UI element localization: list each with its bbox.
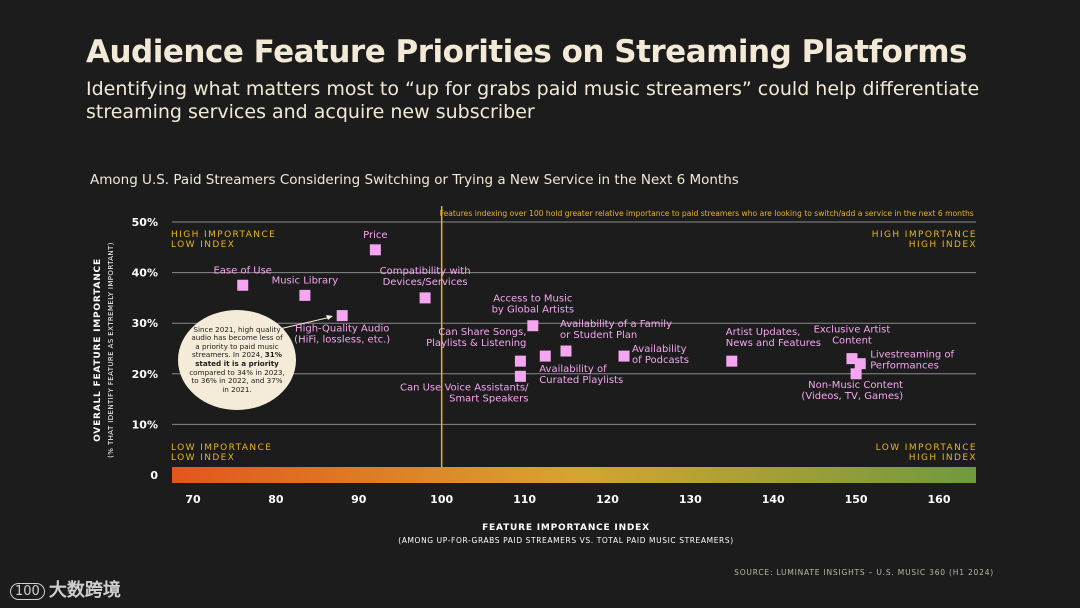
quadrant-label: HIGH IMPORTANCE bbox=[872, 230, 977, 240]
index-gradient-bar bbox=[172, 467, 976, 483]
data-point bbox=[514, 370, 526, 382]
point-label: Devices/Services bbox=[383, 277, 468, 288]
point-label: Ease of Use bbox=[213, 265, 272, 276]
quadrant-label: LOW INDEX bbox=[171, 240, 235, 250]
data-point bbox=[726, 355, 738, 367]
x-tick-label: 160 bbox=[928, 493, 951, 506]
point-label: Smart Speakers bbox=[449, 393, 528, 404]
x-tick-label: 140 bbox=[762, 493, 785, 506]
callout-highlight: 31% stated it is a priority bbox=[195, 350, 282, 368]
page-title: Audience Feature Priorities on Streaming… bbox=[86, 34, 968, 70]
y-tick-label: 0 bbox=[150, 469, 158, 482]
x-tick-label: 80 bbox=[268, 493, 284, 506]
x-tick-label: 110 bbox=[513, 493, 536, 506]
page-subtitle: Identifying what matters most to “up for… bbox=[86, 78, 980, 123]
data-point bbox=[514, 355, 526, 367]
point-label: Can Use Voice Assistants/ bbox=[400, 382, 529, 393]
data-point bbox=[854, 358, 866, 370]
point-label: Non-Music Content bbox=[808, 380, 903, 391]
point-label: Performances bbox=[870, 361, 939, 372]
point-label: Livestreaming of bbox=[870, 350, 954, 361]
x-tick-label: 130 bbox=[679, 493, 702, 506]
point-label: Availability bbox=[632, 344, 687, 355]
quadrant-label: HIGH INDEX bbox=[909, 240, 977, 250]
threshold-note: Features indexing over 100 hold greater … bbox=[440, 209, 974, 218]
point-label: Compatibility with bbox=[380, 266, 471, 277]
point-label: High-Quality Audio bbox=[295, 324, 389, 335]
quadrant-label: HIGH IMPORTANCE bbox=[171, 230, 276, 240]
data-point bbox=[527, 320, 539, 332]
point-label: News and Features bbox=[726, 338, 821, 349]
point-label: Can Share Songs, bbox=[438, 327, 526, 338]
point-label: or Student Plan bbox=[560, 330, 637, 341]
data-point bbox=[237, 279, 249, 291]
point-label: Artist Updates, bbox=[726, 327, 801, 338]
data-point bbox=[299, 289, 311, 301]
chart-context: Among U.S. Paid Streamers Considering Sw… bbox=[90, 172, 739, 188]
point-label: Exclusive Artist bbox=[814, 325, 891, 336]
y-tick-label: 50% bbox=[132, 216, 158, 229]
quadrant-label: LOW IMPORTANCE bbox=[876, 443, 977, 453]
data-point bbox=[850, 368, 862, 380]
data-point bbox=[419, 292, 431, 304]
y-axis-title: OVERALL FEATURE IMPORTANCE bbox=[93, 258, 103, 442]
callout-bubble: Since 2021, high quality audio has becom… bbox=[178, 310, 296, 410]
x-tick-label: 70 bbox=[185, 493, 201, 506]
point-label: (Videos, TV, Games) bbox=[801, 391, 903, 402]
data-point bbox=[539, 350, 551, 362]
point-label: Music Library bbox=[272, 275, 339, 286]
data-point bbox=[336, 310, 348, 322]
data-point bbox=[618, 350, 630, 362]
point-label: by Global Artists bbox=[492, 305, 575, 316]
point-label: Access to Music bbox=[493, 294, 572, 305]
quadrant-label: LOW IMPORTANCE bbox=[171, 443, 272, 453]
point-label: Curated Playlists bbox=[539, 375, 623, 386]
point-label: of Podcasts bbox=[632, 355, 689, 366]
callout-arrow-head bbox=[326, 315, 333, 320]
x-tick-label: 150 bbox=[845, 493, 868, 506]
quadrant-label: LOW INDEX bbox=[171, 453, 235, 463]
point-label: Availability of bbox=[539, 364, 607, 375]
watermark-logo: 100 大数跨境 bbox=[10, 576, 121, 602]
x-axis-subtitle: (AMONG UP-FOR-GRABS PAID STREAMERS VS. T… bbox=[398, 536, 734, 545]
x-tick-label: 90 bbox=[351, 493, 367, 506]
logo-mark: 100 bbox=[10, 582, 45, 600]
point-label: Price bbox=[363, 230, 387, 241]
point-label: Content bbox=[832, 336, 872, 347]
point-label: (HiFi, lossless, etc.) bbox=[294, 335, 390, 346]
point-label: Availability of a Family bbox=[560, 319, 672, 330]
data-point bbox=[560, 345, 572, 357]
y-tick-label: 30% bbox=[132, 317, 158, 330]
y-tick-label: 10% bbox=[132, 418, 158, 431]
y-tick-label: 20% bbox=[132, 368, 158, 381]
data-point bbox=[846, 353, 858, 365]
quadrant-label: HIGH INDEX bbox=[909, 453, 977, 463]
source-note: SOURCE: LUMINATE INSIGHTS – U.S. MUSIC 3… bbox=[734, 568, 994, 577]
data-point bbox=[369, 244, 381, 256]
x-tick-label: 100 bbox=[430, 493, 453, 506]
y-axis-subtitle: (% THAT IDENTIFY FEATURE AS EXTREMELY IM… bbox=[107, 242, 115, 458]
logo-text: 大数跨境 bbox=[48, 580, 121, 601]
x-axis-title: FEATURE IMPORTANCE INDEX bbox=[482, 523, 650, 533]
y-tick-label: 40% bbox=[132, 267, 158, 280]
point-label: Playlists & Listening bbox=[426, 338, 526, 349]
x-tick-label: 120 bbox=[596, 493, 619, 506]
callout-text: Since 2021, high quality audio has becom… bbox=[189, 324, 285, 394]
